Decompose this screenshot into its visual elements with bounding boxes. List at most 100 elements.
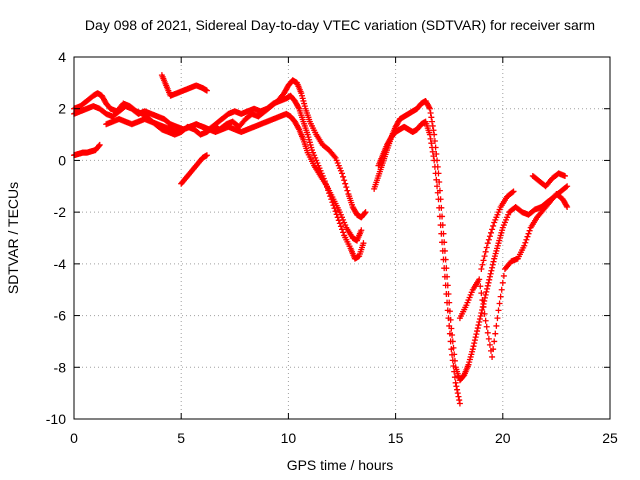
data-point [495, 307, 502, 314]
data-point [483, 288, 490, 295]
data-point [475, 322, 482, 329]
data-point [430, 153, 437, 160]
data-points [71, 72, 571, 407]
series-6 [178, 152, 210, 187]
x-tick-label: 20 [495, 430, 511, 446]
data-point [483, 244, 490, 251]
data-point [479, 261, 486, 268]
data-point [563, 202, 570, 209]
data-point [480, 257, 487, 264]
data-point [563, 184, 570, 191]
data-point [482, 291, 489, 298]
data-point [521, 242, 528, 249]
data-point [339, 170, 345, 177]
y-axis-label: SDTVAR / TECUs [5, 182, 21, 294]
series-1 [71, 77, 369, 221]
data-point [203, 152, 210, 159]
data-point [444, 299, 451, 306]
data-point [470, 343, 477, 350]
y-tick-label: -6 [54, 308, 67, 324]
data-point [456, 400, 463, 407]
series-2 [71, 92, 367, 262]
data-point [469, 346, 476, 353]
data-point [494, 315, 501, 322]
data-point [471, 340, 478, 347]
data-point [433, 176, 440, 183]
data-point [443, 291, 450, 298]
y-tick-label: -10 [46, 411, 66, 427]
data-point [452, 379, 459, 386]
data-point [455, 393, 462, 400]
data-point [522, 239, 529, 246]
data-point [525, 230, 532, 237]
data-point [439, 239, 446, 246]
data-point [489, 264, 496, 271]
data-point [453, 383, 460, 390]
data-point [343, 184, 350, 191]
data-point [203, 87, 210, 94]
data-point [477, 283, 484, 290]
data-point [448, 346, 455, 353]
data-point [428, 114, 435, 121]
data-point [456, 397, 463, 404]
data-point [482, 248, 489, 255]
data-point [484, 329, 491, 336]
data-point [360, 240, 367, 247]
data-point [427, 110, 434, 117]
data-point [473, 331, 480, 338]
data-point [485, 279, 492, 286]
data-point [496, 300, 503, 307]
data-point [429, 118, 436, 125]
data-point [431, 138, 438, 145]
data-point [524, 233, 531, 240]
data-point [478, 309, 485, 316]
y-tick-label: 4 [58, 49, 66, 65]
data-point [447, 338, 454, 345]
data-point [493, 322, 500, 329]
grid [74, 57, 610, 419]
data-point [336, 220, 343, 227]
data-point [484, 282, 491, 289]
data-point [332, 208, 339, 215]
data-point [483, 323, 490, 330]
data-point [434, 183, 441, 190]
series-11 [529, 170, 568, 190]
data-point [478, 290, 485, 297]
data-point [426, 105, 433, 112]
data-point [331, 153, 338, 160]
data-point [564, 183, 571, 190]
data-point [487, 270, 494, 277]
data-point [488, 229, 495, 236]
data-point [481, 253, 488, 260]
data-point [484, 240, 491, 247]
data-point [295, 125, 302, 132]
x-tick-label: 5 [177, 430, 185, 446]
data-point [490, 346, 497, 353]
data-point [490, 258, 497, 265]
data-point [446, 330, 453, 337]
data-point [471, 337, 478, 344]
data-point [441, 273, 448, 280]
chart-title: Day 098 of 2021, Sidereal Day-to-day VTE… [85, 17, 595, 33]
data-point [437, 222, 444, 229]
y-tick-label: -4 [54, 256, 67, 272]
series-3 [103, 110, 365, 244]
data-point [489, 226, 496, 233]
data-point [485, 236, 492, 243]
data-point [479, 297, 486, 304]
data-point [429, 122, 436, 129]
data-point [96, 141, 103, 148]
data-point [361, 210, 368, 217]
data-point [429, 148, 436, 155]
x-tick-label: 25 [602, 430, 618, 446]
series-4 [71, 141, 103, 159]
data-point [476, 276, 483, 283]
data-point [428, 140, 435, 147]
data-point [472, 334, 479, 341]
data-point [476, 319, 483, 326]
series-7 [371, 97, 571, 384]
data-point [510, 188, 517, 195]
data-point [431, 157, 438, 164]
data-point [490, 222, 497, 229]
